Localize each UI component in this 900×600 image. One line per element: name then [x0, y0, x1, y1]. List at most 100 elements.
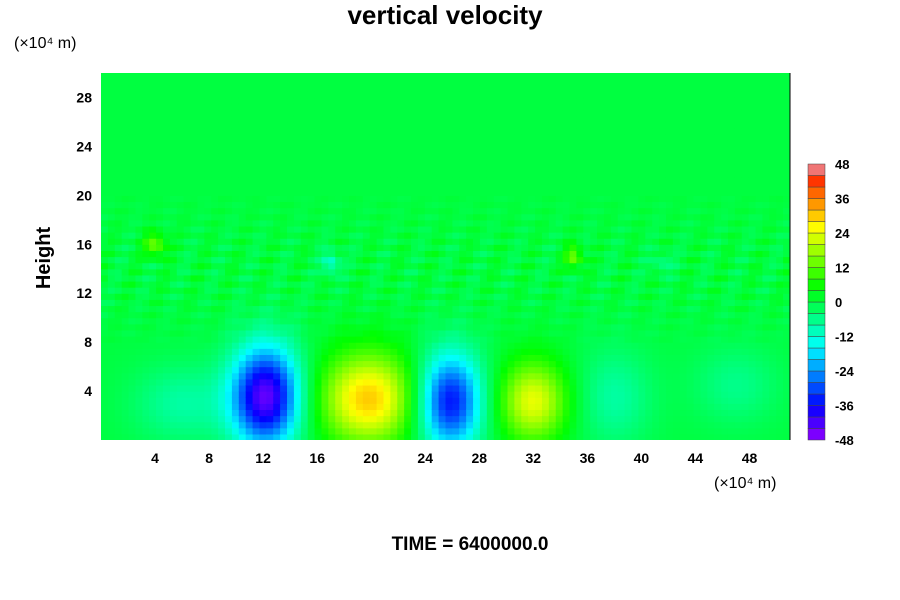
field-cell [466, 354, 474, 362]
field-cell [238, 176, 247, 184]
field-cell [562, 268, 571, 276]
field-cell [163, 85, 171, 92]
field-cell [576, 134, 584, 141]
field-cell [204, 354, 212, 362]
field-cell [548, 384, 557, 392]
field-cell [597, 366, 605, 374]
field-cell [355, 152, 364, 160]
field-cell [211, 342, 219, 349]
field-cell [548, 354, 557, 362]
field-cell [128, 433, 137, 440]
field-cell [576, 91, 584, 99]
field-cell [493, 158, 502, 166]
field-cell [528, 391, 536, 398]
field-cell [238, 238, 247, 245]
field-cell [101, 384, 109, 392]
field-cell [369, 391, 378, 398]
field-cell [424, 397, 433, 404]
field-cell [293, 219, 302, 227]
field-cell [597, 170, 605, 178]
field-cell [280, 372, 288, 380]
field-cell [452, 128, 460, 135]
field-cell [535, 109, 543, 117]
field-cell [307, 140, 316, 147]
field-cell [383, 415, 391, 423]
field-cell [404, 403, 412, 411]
field-cell [459, 403, 467, 411]
field-cell [355, 366, 364, 374]
field-cell [624, 299, 633, 307]
field-cell [369, 433, 378, 440]
field-cell [479, 176, 488, 184]
field-cell [507, 79, 515, 86]
field-cell [349, 274, 357, 282]
field-cell [631, 336, 640, 343]
field-cell [424, 274, 433, 282]
field-cell [576, 85, 584, 92]
field-cell [452, 152, 460, 160]
field-cell [176, 115, 185, 123]
field-cell [231, 280, 240, 288]
field-cell [659, 317, 667, 325]
field-cell [163, 170, 171, 178]
field-cell [169, 244, 178, 251]
field-cell [342, 238, 350, 245]
field-cell [479, 85, 488, 92]
field-cell [128, 287, 137, 294]
field-cell [438, 268, 447, 276]
field-cell [466, 311, 474, 319]
field-cell [507, 262, 515, 270]
field-cell [624, 85, 633, 92]
field-cell [638, 170, 646, 178]
field-cell [128, 201, 137, 209]
field-cell [252, 115, 261, 123]
field-cell [521, 299, 529, 307]
field-cell [528, 79, 536, 86]
field-cell [142, 329, 150, 337]
field-cell [617, 360, 626, 368]
field-cell [335, 299, 343, 307]
field-cell [245, 73, 254, 80]
field-cell [259, 323, 267, 331]
field-cell [390, 103, 398, 111]
field-cell [631, 109, 640, 117]
field-cell [149, 232, 157, 239]
field-cell [624, 152, 633, 160]
field-cell [562, 305, 571, 313]
field-cell [397, 97, 405, 105]
field-cell [535, 73, 543, 80]
field-cell [555, 195, 564, 203]
field-cell [183, 121, 192, 129]
field-cell [349, 140, 357, 147]
field-cell [321, 366, 329, 374]
field-cell [314, 225, 323, 233]
field-cell [590, 79, 598, 86]
field-cell [259, 348, 267, 355]
field-cell [466, 323, 474, 331]
field-cell [362, 403, 371, 411]
field-cell [218, 79, 226, 86]
field-cell [452, 384, 460, 392]
field-cell [652, 391, 660, 398]
field-cell [417, 305, 426, 313]
field-cell [163, 244, 171, 251]
field-cell [638, 79, 646, 86]
field-cell [397, 91, 405, 99]
field-cell [135, 433, 143, 440]
field-cell [369, 201, 378, 209]
field-cell [135, 274, 143, 282]
field-cell [610, 213, 619, 221]
field-cell [521, 232, 529, 239]
field-cell [225, 164, 233, 172]
field-cell [169, 415, 178, 423]
field-cell [307, 384, 316, 392]
field-cell [266, 73, 274, 80]
field-cell [362, 384, 371, 392]
field-cell [231, 146, 240, 154]
field-cell [500, 189, 509, 196]
field-cell [562, 238, 571, 245]
field-cell [163, 280, 171, 288]
field-cell [569, 128, 578, 135]
field-cell [424, 183, 433, 190]
field-cell [245, 128, 254, 135]
